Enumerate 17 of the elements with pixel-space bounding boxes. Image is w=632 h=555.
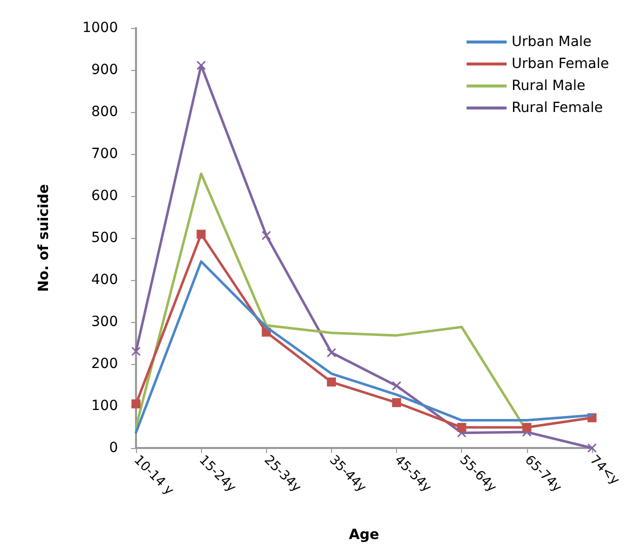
y-tick-label: 600 (91, 188, 118, 204)
y-tick-label: 100 (91, 398, 118, 414)
y-tick-label: 900 (91, 62, 118, 78)
y-axis-title: No. of suicide (36, 184, 52, 292)
x-axis-title: Age (348, 527, 380, 543)
legend-label: Urban Male (512, 34, 592, 50)
y-tick-label: 400 (91, 272, 118, 288)
y-tick-label: 200 (91, 356, 118, 372)
y-tick-label: 300 (91, 314, 118, 330)
legend-label: Rural Male (512, 78, 586, 94)
legend-label: Rural Female (512, 100, 603, 116)
legend-label: Urban Female (512, 56, 610, 72)
y-tick-label: 800 (91, 104, 118, 120)
y-tick-label: 0 (109, 440, 118, 456)
y-tick-label: 1000 (82, 20, 118, 36)
y-tick-label: 700 (91, 146, 118, 162)
y-tick-label: 500 (91, 230, 118, 246)
